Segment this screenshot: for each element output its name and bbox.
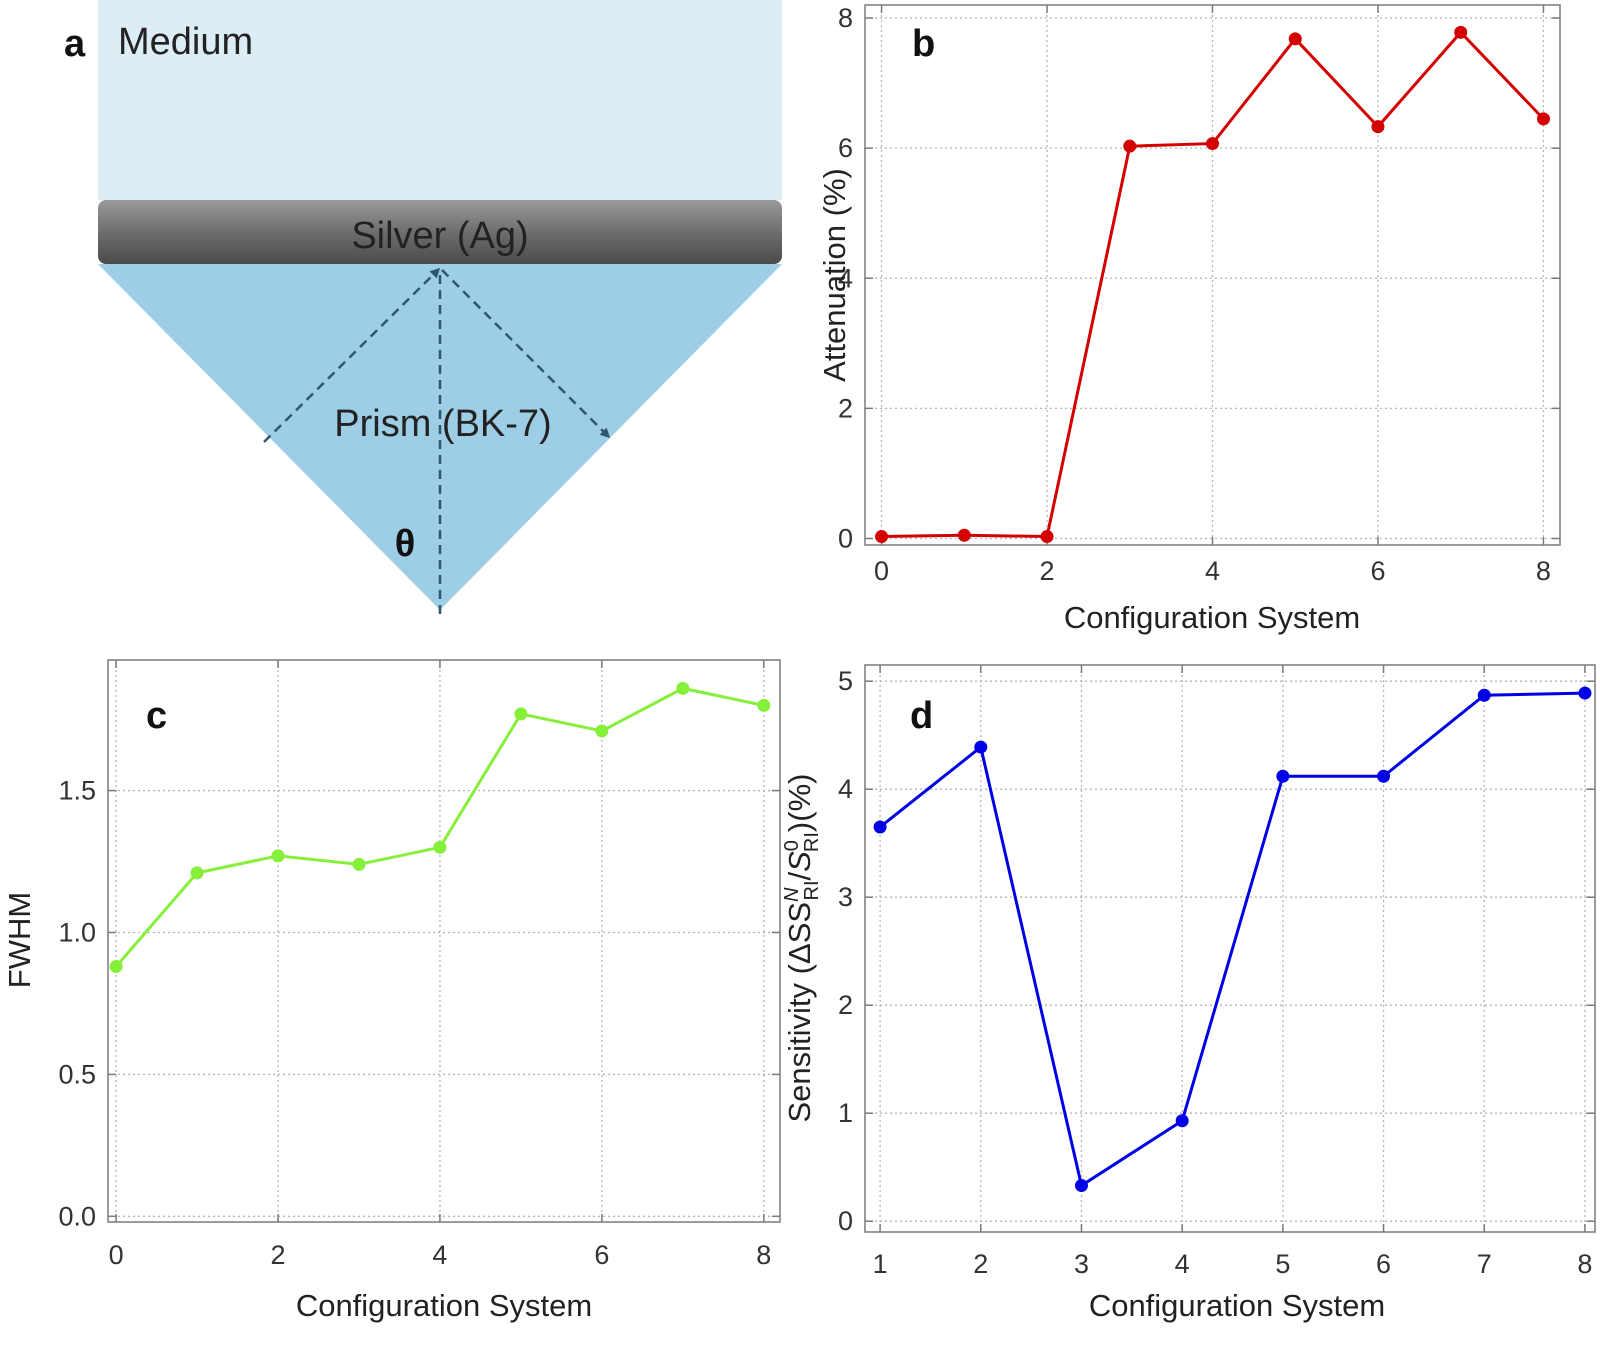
x-tick-label: 2 [271,1240,286,1270]
x-axis-label: Configuration System [1089,1288,1385,1323]
data-point [1276,769,1290,783]
x-tick-label: 6 [1370,556,1385,586]
y-tick-label: 0.0 [58,1201,96,1231]
y-axis-label: FWHM [2,892,37,988]
plot-frame [107,659,781,1223]
data-point [595,724,609,738]
x-tick-label: 0 [109,1240,124,1270]
y-tick-label: 4 [838,774,853,804]
x-tick-label: 3 [1074,1249,1089,1279]
y-axis-label: Sensitivity (ΔSSNRI/S0RI)(%) [781,774,823,1123]
y-tick-label: 0 [838,1206,853,1236]
incident-ray-arrow [263,267,441,443]
data-point [433,840,447,854]
panel-label-b: b [912,23,935,65]
x-tick-label: 4 [1175,1249,1190,1279]
data-point [957,528,971,542]
data-point [873,820,887,834]
panel-label-a: a [64,23,86,65]
x-tick-label: 8 [1536,556,1551,586]
chart-panel-c: 0 2 4 6 8 0.0 0.5 1.0 1.5 Configuration System FWH… [2,659,781,1323]
data-point [1371,120,1385,134]
prism-region [98,264,782,610]
y-axis-label: Attenuation (%) [817,168,852,382]
x-tick-label: 4 [432,1240,447,1270]
data-point [1377,769,1391,783]
x-tick-label: 6 [1376,1249,1391,1279]
y-tick-label: 0.5 [58,1059,96,1089]
prism-label: Prism (BK-7) [334,403,551,445]
silver-label: Silver (Ag) [351,215,528,257]
y-tick-label: 5 [838,666,853,696]
x-tick-label: 2 [1040,556,1055,586]
y-tick-label: 1 [838,1098,853,1128]
x-tick-label: 7 [1477,1249,1492,1279]
y-tick-label: 2 [838,393,853,423]
data-point [1536,112,1550,126]
data-point [1206,137,1219,151]
y-tick-label: 1.0 [58,917,96,947]
y-tick-label: 0 [838,523,853,553]
medium-region [98,0,782,200]
chart-panel-b: 0 2 4 6 8 0 2 4 6 8 Configuration System Attenuatio… [817,3,1561,635]
data-point [271,849,285,863]
y-tick-label: 1.5 [58,776,96,806]
data-point [1074,1179,1088,1193]
x-tick-label: 1 [873,1249,888,1279]
x-tick-label: 8 [1577,1249,1592,1279]
data-point [514,707,528,721]
plot-frame [864,664,1596,1233]
x-tick-label: 6 [594,1240,609,1270]
data-point [1578,686,1592,700]
data-point [1288,32,1302,46]
y-tick-label: 3 [838,882,853,912]
data-point [109,960,123,974]
data-point [1454,25,1468,39]
data-point [1477,688,1491,702]
panel-label-c: c [146,695,167,737]
data-point [1123,139,1137,153]
silver-layer [98,200,782,264]
y-tick-label: 8 [838,3,853,33]
y-tick-label: 6 [838,133,853,163]
medium-label: Medium [118,21,253,63]
series-line [879,691,1585,1188]
panel-a-diagram: a Medium Silver (Ag) Prism (BK-7) θ [64,0,782,614]
data-point [1175,1114,1189,1128]
x-axis-label: Configuration System [1064,600,1360,635]
reflected-ray-arrow [441,269,611,439]
data-point [875,530,889,544]
x-tick-label: 4 [1205,556,1220,586]
x-tick-label: 5 [1275,1249,1290,1279]
x-axis-label: Configuration System [296,1288,592,1323]
data-point [352,857,366,871]
x-tick-label: 0 [874,556,889,586]
data-point [974,740,988,754]
angle-label: θ [395,523,416,565]
data-point [676,681,690,695]
data-point [1040,530,1054,544]
x-tick-label: 2 [973,1249,988,1279]
y-tick-label: 4 [838,263,853,293]
data-point [190,866,204,880]
panel-label-d: d [910,695,933,737]
x-tick-label: 8 [756,1240,771,1270]
data-point [757,698,771,712]
y-tick-label: 2 [838,990,853,1020]
